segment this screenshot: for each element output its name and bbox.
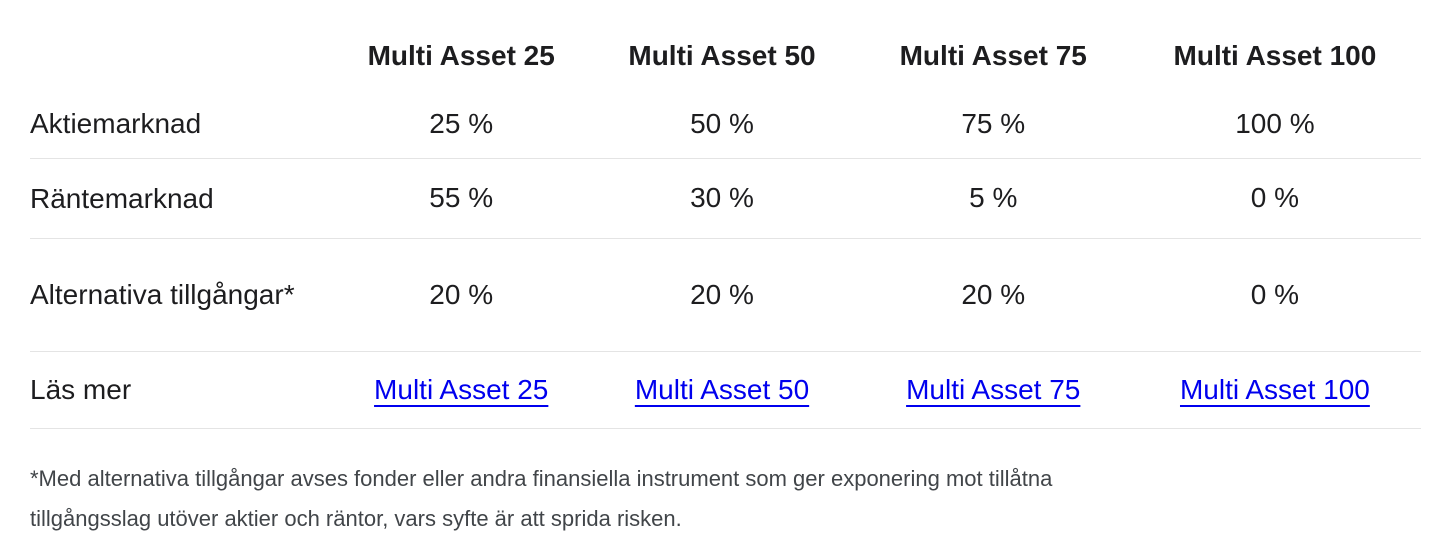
cell-value: 30 % bbox=[586, 158, 858, 239]
link-multi-asset-100[interactable]: Multi Asset 100 bbox=[1179, 373, 1370, 405]
table-row-rantemarknad: Räntemarknad 55 % 30 % 5 % 0 % bbox=[30, 158, 1421, 239]
cell-value: 50 % bbox=[586, 90, 858, 159]
cell-value: 20 % bbox=[336, 238, 587, 352]
table-row-las-mer: Läs mer Multi Asset 25 Multi Asset 50 Mu… bbox=[30, 351, 1421, 429]
column-header-multi-asset-100: Multi Asset 100 bbox=[1173, 40, 1377, 71]
cell-value: 25 % bbox=[336, 90, 587, 159]
table-row-aktiemarknad: Aktiemarknad 25 % 50 % 75 % 100 % bbox=[30, 90, 1421, 159]
table-row-alternativa-tillgangar: Alternativa tillgångar* 20 % 20 % 20 % 0… bbox=[30, 238, 1421, 352]
column-header-multi-asset-75: Multi Asset 75 bbox=[899, 40, 1087, 71]
cell-value: 0 % bbox=[1128, 158, 1421, 239]
footnote: *Med alternativa tillgångar avses fonder… bbox=[30, 465, 1053, 531]
cell-value: 55 % bbox=[336, 158, 587, 239]
column-header-multi-asset-25: Multi Asset 25 bbox=[367, 40, 555, 71]
link-multi-asset-25[interactable]: Multi Asset 25 bbox=[374, 373, 549, 405]
link-multi-asset-50[interactable]: Multi Asset 50 bbox=[634, 373, 810, 405]
cell-value: 100 % bbox=[1128, 90, 1421, 159]
cell-value: 0 % bbox=[1128, 238, 1421, 352]
link-multi-asset-75[interactable]: Multi Asset 75 bbox=[906, 373, 1081, 405]
row-label: Aktiemarknad bbox=[30, 90, 337, 159]
table-header-row: Multi Asset 25 Multi Asset 50 Multi Asse… bbox=[30, 0, 1421, 90]
cell-value: 75 % bbox=[857, 90, 1129, 159]
row-label: Alternativa tillgångar* bbox=[30, 238, 337, 352]
row-label-las-mer: Läs mer bbox=[30, 351, 337, 429]
column-header-multi-asset-50: Multi Asset 50 bbox=[628, 40, 816, 71]
cell-value: 5 % bbox=[857, 158, 1129, 239]
row-label: Räntemarknad bbox=[30, 158, 337, 239]
cell-value: 20 % bbox=[586, 238, 858, 352]
allocation-table: Multi Asset 25 Multi Asset 50 Multi Asse… bbox=[30, 0, 1421, 429]
header-empty-cell bbox=[30, 0, 336, 90]
cell-value: 20 % bbox=[857, 238, 1129, 352]
